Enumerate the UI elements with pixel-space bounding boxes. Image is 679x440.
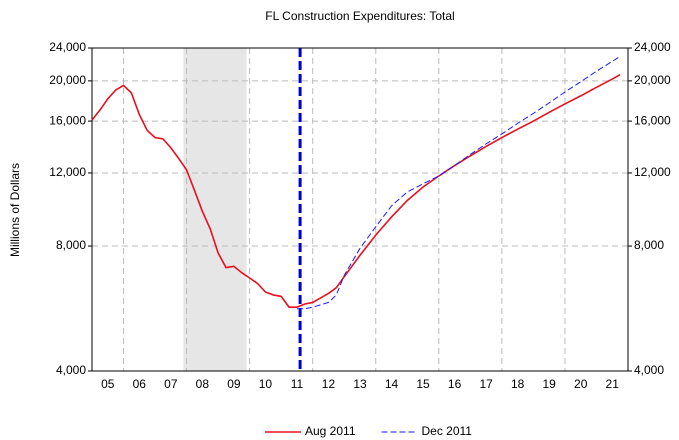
plot-frame [91, 47, 629, 372]
x-tick-label: 16 [448, 377, 462, 391]
x-tick-label: 21 [606, 377, 620, 391]
x-tick-label: 08 [196, 377, 210, 391]
x-tick-label: 12 [322, 377, 336, 391]
x-tick-label: 19 [542, 377, 556, 391]
x-tick-label: 20 [574, 377, 588, 391]
y2-tick-label: 20,000 [634, 73, 671, 87]
y2-tick-label: 4,000 [634, 363, 664, 377]
recession-shading [183, 48, 247, 371]
series-line [91, 73, 621, 308]
y-tick-label: 12,000 [49, 165, 86, 179]
x-tick-label: 17 [479, 377, 493, 391]
y-tick-label: 8,000 [56, 238, 86, 252]
x-tick-label: 14 [385, 377, 399, 391]
x-tick-label: 13 [353, 377, 367, 391]
x-tick-label: 09 [227, 377, 241, 391]
x-tick-label: 15 [416, 377, 430, 391]
x-tick-label: 11 [291, 377, 304, 391]
chart-title: FL Construction Expenditures: Total [265, 9, 454, 23]
y2-tick-label: 12,000 [634, 165, 671, 179]
x-tick-label: 07 [164, 377, 178, 391]
x-tick-label: 05 [101, 377, 115, 391]
x-tick-label: 10 [259, 377, 273, 391]
y-tick-label: 20,000 [49, 73, 86, 87]
x-tick-label: 06 [133, 377, 147, 391]
y2-tick-label: 24,000 [634, 40, 671, 54]
y-axis-label: Millions of Dollars [8, 163, 22, 257]
x-tick-label: 18 [511, 377, 525, 391]
y2-tick-label: 8,000 [634, 238, 664, 252]
legend-label: Dec 2011 [422, 424, 473, 438]
series-line [296, 56, 621, 310]
y2-tick-label: 16,000 [634, 113, 671, 127]
y-tick-label: 4,000 [56, 363, 86, 377]
y-tick-label: 16,000 [49, 113, 86, 127]
legend-label: Aug 2011 [305, 424, 356, 438]
y-tick-label: 24,000 [49, 40, 86, 54]
